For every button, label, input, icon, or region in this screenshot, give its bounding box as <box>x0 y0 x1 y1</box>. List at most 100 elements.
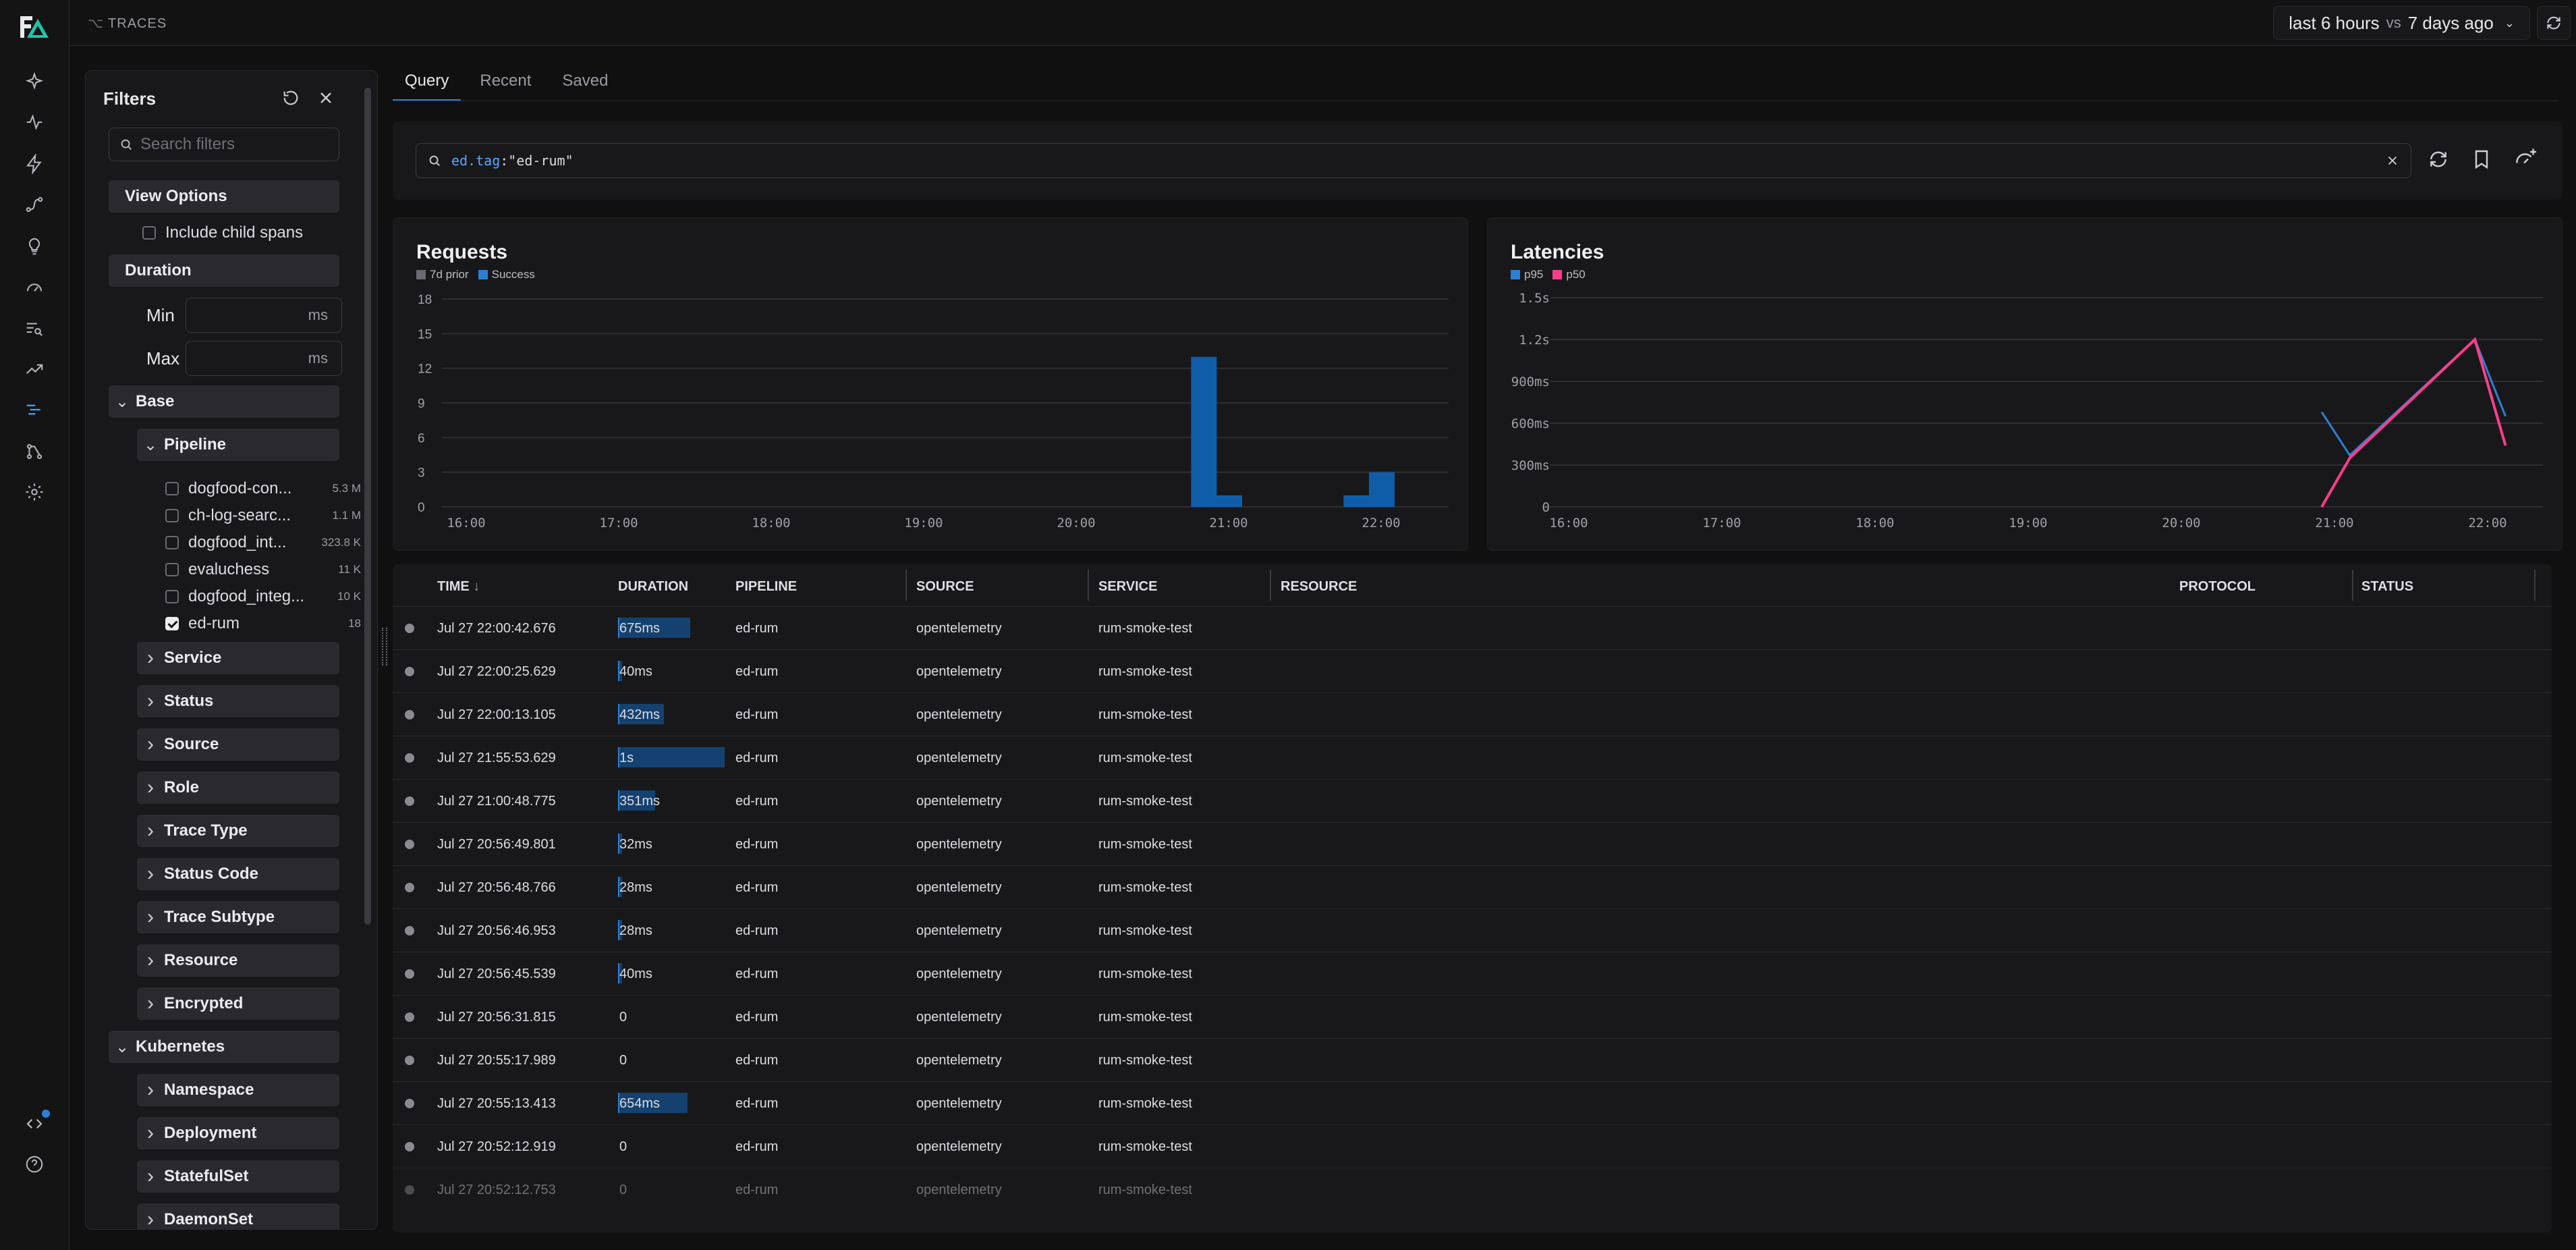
filter-group-encrypted[interactable]: › Encrypted <box>137 987 339 1020</box>
filter-group-trace-subtype[interactable]: › Trace Subtype <box>137 901 339 933</box>
reset-filters-button[interactable] <box>281 88 300 111</box>
table-row[interactable]: Jul 27 22:00:42.676 675ms ed-rum openteleme… <box>393 606 2552 649</box>
pipeline-option[interactable]: ch-log-searc... 1.1 M <box>165 503 361 528</box>
close-filters-button[interactable] <box>316 88 335 111</box>
column-separator[interactable] <box>1270 570 1271 601</box>
filter-group-resource[interactable]: › Resource <box>137 944 339 977</box>
filter-group-daemonset[interactable]: › DaemonSet <box>137 1203 339 1229</box>
table-row[interactable]: Jul 27 20:56:49.801 32ms ed-rum opentelemet… <box>393 822 2552 865</box>
sparkle-icon[interactable] <box>23 70 46 93</box>
list-search-icon[interactable] <box>23 317 46 340</box>
table-row[interactable]: Jul 27 22:00:25.629 40ms ed-rum opentelemet… <box>393 649 2552 692</box>
pipeline-header[interactable]: ⌄ Pipeline <box>137 429 339 461</box>
save-query-button[interactable] <box>2471 148 2492 173</box>
table-row[interactable]: Jul 27 20:52:12.919 0 ed-rum opentelemetry r… <box>393 1124 2552 1168</box>
help-icon[interactable] <box>23 1153 46 1176</box>
col-source[interactable]: SOURCE <box>916 579 974 594</box>
tab-saved[interactable]: Saved <box>562 72 609 90</box>
duration-max-input[interactable]: ms <box>186 341 342 376</box>
workflow-icon[interactable] <box>23 440 46 463</box>
table-row[interactable]: Jul 27 21:55:53.629 1s ed-rum opentelemetry… <box>393 736 2552 779</box>
logo-icon[interactable] <box>18 12 51 42</box>
filter-group-statefulset[interactable]: › StatefulSet <box>137 1160 339 1193</box>
bolt-icon[interactable] <box>23 153 46 175</box>
column-separator[interactable] <box>1088 570 1089 601</box>
base-header[interactable]: ⌄ Base <box>109 385 339 418</box>
duration-bar <box>618 704 664 724</box>
settings-icon[interactable] <box>23 481 46 504</box>
include-child-spans-checkbox[interactable]: Include child spans <box>142 223 303 242</box>
query-input[interactable]: ed.tag:"ed-rum" <box>416 143 2411 178</box>
column-separator[interactable] <box>905 570 907 601</box>
duration-min-input[interactable]: ms <box>186 298 342 333</box>
time-range-select[interactable]: last 6 hours vs 7 days ago ⌄ <box>2273 6 2530 40</box>
col-protocol[interactable]: PROTOCOL <box>2179 579 2256 594</box>
checkbox[interactable] <box>165 563 179 576</box>
col-pipeline[interactable]: PIPELINE <box>735 579 797 594</box>
kubernetes-header[interactable]: ⌄ Kubernetes <box>109 1031 339 1063</box>
filter-group-source[interactable]: › Source <box>137 728 339 761</box>
traces-icon[interactable] <box>23 398 46 421</box>
filter-group-trace-type[interactable]: › Trace Type <box>137 815 339 847</box>
pipeline-option[interactable]: dogfood_int... 323.8 K <box>165 530 361 555</box>
checkbox[interactable] <box>142 226 156 240</box>
table-row[interactable]: Jul 27 22:00:13.105 432ms ed-rum openteleme… <box>393 692 2552 736</box>
duration-cell: 28ms <box>619 880 652 895</box>
pipeline-option[interactable]: dogfood-con... 5.3 M <box>165 476 361 501</box>
table-row[interactable]: Jul 27 20:56:45.539 40ms ed-rum opentelemet… <box>393 952 2552 995</box>
filter-group-status-code[interactable]: › Status Code <box>137 858 339 890</box>
table-row[interactable]: Jul 27 20:56:48.766 28ms ed-rum opentelemet… <box>393 865 2552 908</box>
col-service[interactable]: SERVICE <box>1098 579 1158 594</box>
chevron-right-icon: › <box>147 906 154 928</box>
refresh-icon <box>2547 16 2560 30</box>
legend-item-p95[interactable]: p95 <box>1511 268 1543 281</box>
table-row[interactable]: Jul 27 20:56:46.953 28ms ed-rum opentelemet… <box>393 908 2552 952</box>
pipeline-option[interactable]: dogfood_integ... 10 K <box>165 584 361 609</box>
checkbox[interactable] <box>165 536 179 549</box>
duration-header[interactable]: Duration <box>109 254 339 287</box>
column-separator[interactable] <box>2534 570 2536 601</box>
gauge-icon[interactable] <box>23 275 46 298</box>
legend-item-success[interactable]: Success <box>478 268 535 281</box>
column-separator[interactable] <box>2352 570 2353 601</box>
filter-group-deployment[interactable]: › Deployment <box>137 1117 339 1149</box>
col-time[interactable]: TIME ↓ <box>437 579 480 594</box>
code-icon[interactable] <box>23 1110 50 1135</box>
lightbulb-icon[interactable] <box>23 235 46 258</box>
activity-icon[interactable] <box>23 111 46 134</box>
refresh-button[interactable] <box>2537 6 2571 40</box>
checkbox[interactable] <box>165 482 179 495</box>
col-status[interactable]: STATUS <box>2361 579 2414 594</box>
legend-item-prior[interactable]: 7d prior <box>416 268 469 281</box>
col-resource[interactable]: RESOURCE <box>1281 579 1357 594</box>
legend-item-p50[interactable]: p50 <box>1552 268 1586 281</box>
checkbox[interactable] <box>165 590 179 603</box>
run-query-button[interactable] <box>2428 148 2449 173</box>
panel-resize-handle[interactable] <box>382 628 387 665</box>
pipeline-option[interactable]: ed-rum 18 <box>165 611 361 636</box>
filter-group-service[interactable]: › Service <box>137 642 339 674</box>
filter-group-namespace[interactable]: › Namespace <box>137 1074 339 1106</box>
table-row[interactable]: Jul 27 20:56:31.815 0 ed-rum opentelemetry r… <box>393 995 2552 1038</box>
filter-search-input[interactable]: Search filters <box>109 128 339 161</box>
filters-scrollbar[interactable] <box>364 88 371 925</box>
checkbox[interactable] <box>165 617 179 630</box>
checkbox[interactable] <box>165 509 179 522</box>
route-icon[interactable] <box>23 193 46 216</box>
source-cell: opentelemetry <box>916 880 1002 895</box>
tab-query[interactable]: Query <box>393 67 461 101</box>
create-monitor-button[interactable] <box>2514 146 2538 173</box>
pipeline-option[interactable]: evaluchess 11 K <box>165 557 361 582</box>
tab-recent[interactable]: Recent <box>480 72 532 90</box>
col-duration[interactable]: DURATION <box>618 579 689 594</box>
table-row[interactable]: Jul 27 21:00:48.775 351ms ed-rum openteleme… <box>393 779 2552 822</box>
table-row[interactable]: Jul 27 20:55:13.413 654ms ed-rum openteleme… <box>393 1081 2552 1124</box>
table-row[interactable]: Jul 27 20:55:17.989 0 ed-rum opentelemetry r… <box>393 1038 2552 1081</box>
table-row[interactable]: Jul 27 20:52:12.753 0 ed-rum opentelemetry r… <box>393 1168 2552 1211</box>
clear-icon[interactable] <box>2385 153 2400 168</box>
view-options-header[interactable]: View Options <box>109 180 339 213</box>
search-icon <box>121 139 132 150</box>
trending-icon[interactable] <box>23 358 46 381</box>
filter-group-role[interactable]: › Role <box>137 771 339 804</box>
filter-group-status[interactable]: › Status <box>137 685 339 717</box>
